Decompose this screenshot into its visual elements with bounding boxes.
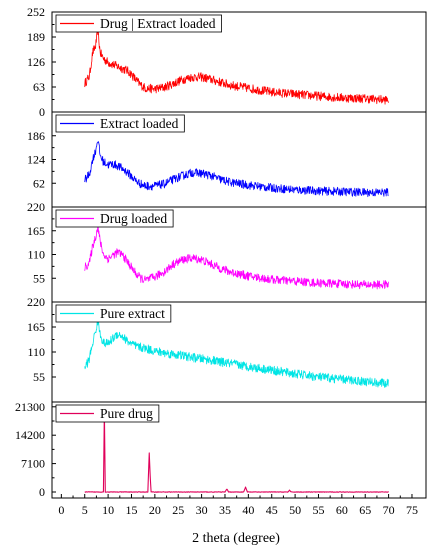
legend-label: Drug loaded <box>100 211 167 226</box>
legend-box <box>55 404 160 423</box>
x-tick-label: 30 <box>196 503 208 517</box>
x-axis: 0 5 10 15 20 25 30 35 40 45 50 55 60 65 70 75 <box>58 494 418 517</box>
legend-box <box>55 209 174 228</box>
chart-panels: 0 63 126 189 252 Drug | Extract loaded 62 124 18… <box>15 5 427 499</box>
legend-label: Pure drug <box>100 406 153 421</box>
y-tick-label: 165 <box>27 320 45 334</box>
panel-pure-drug: 0 7100 14200 21300 Pure drug <box>15 400 427 499</box>
panel-drug-extract-loaded: 0 63 126 189 252 Drug | Extract loaded <box>27 5 427 119</box>
x-tick-label: 20 <box>149 503 161 517</box>
panel-drug-loaded: 55 110 165 220 Drug loaded <box>27 200 427 303</box>
y-tick-label: 0 <box>39 485 45 499</box>
x-tick-label: 15 <box>125 503 137 517</box>
y-tick-label: 252 <box>27 5 45 19</box>
x-tick-label: 5 <box>82 503 88 517</box>
y-tick-label: 63 <box>33 80 45 94</box>
panel-pure-extract: 55 110 165 220 Pure extract <box>27 295 427 403</box>
y-tick-label: 14200 <box>15 428 45 442</box>
x-tick-label: 40 <box>242 503 254 517</box>
x-tick-label: 25 <box>172 503 184 517</box>
legend-label: Pure extract <box>100 306 165 321</box>
series-line-drug-loaded <box>84 225 389 290</box>
legend-box <box>55 114 185 133</box>
y-tick-label: 165 <box>27 224 45 238</box>
y-tick-label: 189 <box>27 30 45 44</box>
legend-box <box>55 304 172 323</box>
legend: Drug loaded <box>55 209 174 228</box>
y-tick-label: 62 <box>33 176 45 190</box>
y-tick-label: 110 <box>27 345 45 359</box>
y-tick-label: 7100 <box>21 457 45 471</box>
panel-frame <box>51 401 427 499</box>
y-tick-label: 55 <box>33 271 45 285</box>
legend-label: Extract loaded <box>100 116 179 131</box>
x-tick-label: 35 <box>219 503 231 517</box>
y-tick-label: 186 <box>27 129 45 143</box>
y-tick-label: 21300 <box>15 400 45 414</box>
legend: Extract loaded <box>55 114 185 133</box>
legend-label: Drug | Extract loaded <box>100 16 216 31</box>
series-line-pure-drug <box>84 409 389 493</box>
x-tick-label: 45 <box>266 503 278 517</box>
y-tick-label: 0 <box>39 105 45 119</box>
x-tick-label: 55 <box>312 503 324 517</box>
x-tick-label: 70 <box>383 503 395 517</box>
y-tick-label: 220 <box>27 200 45 214</box>
y-tick-label: 124 <box>27 153 45 167</box>
y-tick-label: 110 <box>27 248 45 262</box>
x-tick-label: 75 <box>406 503 418 517</box>
y-tick-label: 126 <box>27 55 45 69</box>
x-tick-label: 50 <box>289 503 301 517</box>
series-line-pure-extract <box>84 317 389 388</box>
legend: Pure extract <box>55 304 172 323</box>
legend: Drug | Extract loaded <box>55 14 222 33</box>
series-line-extract-loaded <box>84 141 389 198</box>
y-tick-label: 55 <box>33 370 45 384</box>
legend: Pure drug <box>55 404 160 423</box>
x-axis-title: 2 theta (degree) <box>192 531 280 546</box>
series-line-drug-extract-loaded <box>84 28 389 105</box>
x-tick-label: 10 <box>102 503 114 517</box>
panel-extract-loaded: 62 124 186 Extract loaded <box>27 111 427 208</box>
legend-box <box>55 14 222 33</box>
x-tick-label: 65 <box>359 503 371 517</box>
x-tick-label: 0 <box>58 503 64 517</box>
y-tick-label: 220 <box>27 295 45 309</box>
x-tick-label: 60 <box>336 503 348 517</box>
